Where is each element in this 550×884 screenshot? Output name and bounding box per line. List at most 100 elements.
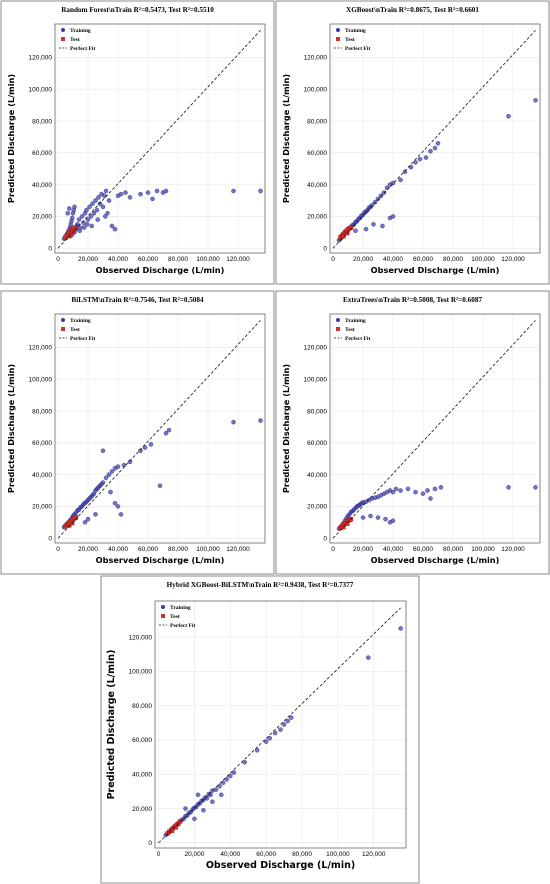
x-tick-label: 40,000 [383,256,403,263]
training-point [360,515,366,520]
training-point [79,214,85,219]
x-tick-label: 120,000 [501,256,525,263]
training-point [145,190,151,195]
training-point [138,448,143,454]
training-point [390,489,396,495]
training-point [402,169,408,175]
test-point [341,234,346,239]
training-point [163,431,169,436]
x-tick-label: 120,000 [362,851,386,858]
plot-area [54,313,266,544]
training-point [285,718,290,724]
legend: Training Test Perfect Fit [334,318,370,342]
chart-title: BiLSTM\nTrain R²=0.7546, Test R²=0.5084 [71,296,204,304]
panel-frame [100,575,420,884]
x-tick-label: 20,000 [353,546,373,553]
training-point [109,469,115,474]
training-point [425,488,430,493]
training-point [375,196,381,202]
training-point [219,792,224,798]
y-axis-label: Predicted Discharge (L/min) [281,74,291,203]
panel-frame [275,290,550,575]
chart-panel-5: Hybrid XGBoost-BiLSTM\nTrain R²=0.9438, … [100,575,420,884]
x-tick-label: 0 [56,546,60,553]
training-point [102,193,107,198]
training-point [127,459,133,465]
training-point [103,475,109,481]
training-point [217,784,222,789]
training-point [405,486,411,492]
training-point [121,462,127,468]
training-point [398,488,403,493]
legend-training-marker [336,28,340,32]
training-point [93,512,98,517]
perfect-fit-line [57,320,261,539]
panel-frame [275,0,550,285]
training-point [428,148,433,154]
training-point [77,228,83,233]
x-tick-label: 20,000 [78,546,98,553]
legend-perfect-fit-label: Perfect Fit [170,623,195,629]
panel-frame [0,290,275,575]
training-point [254,747,260,753]
training-point [82,520,88,525]
training-point [413,160,418,165]
legend-test-label: Test [70,37,80,43]
training-point [84,207,89,213]
legend-test-label: Test [170,614,180,620]
training-point [289,715,294,720]
training-point [390,518,396,523]
test-point [67,523,72,528]
x-tick-label: 120,000 [226,256,250,263]
training-point [112,226,118,232]
x-axis-label: Observed Discharge (L/min) [96,555,225,565]
x-tick-label: 80,000 [168,546,188,553]
legend-training-label: Training [70,318,91,324]
x-tick-label: 80,000 [443,546,463,553]
training-point [258,188,263,194]
training-point [231,188,236,194]
y-tick-label: 20,000 [32,214,52,221]
training-point [142,445,148,450]
x-tick-label: 100,000 [196,256,220,263]
training-point [435,141,441,146]
y-tick-label: 80,000 [307,408,327,415]
legend: Training Test Perfect Fit [334,28,370,52]
training-point [281,722,287,727]
training-point [103,214,108,219]
x-tick-label: 40,000 [383,546,403,553]
x-tick-label: 60,000 [256,851,276,858]
y-tick-label: 60,000 [132,737,152,744]
training-point [109,223,115,229]
training-point [378,193,384,198]
y-tick-label: 120,000 [304,55,328,62]
legend-training-marker [161,605,165,609]
training-point [85,516,91,522]
training-point [278,727,283,732]
training-point [100,204,106,210]
y-axis-label: Predicted Discharge (L/min) [6,74,16,203]
y-tick-label: 120,000 [129,634,153,641]
training-point [366,655,371,660]
plot-area [329,23,541,254]
training-point [420,491,426,496]
chart-panel-2: XGBoost\nTrain R²=0.8675, Test R²=0.6601… [275,0,550,285]
y-axis-label: Predicted Discharge (L/min) [281,364,291,493]
training-point [115,464,121,469]
training-point [363,226,369,232]
training-point [210,799,215,804]
training-point [375,515,381,520]
training-point [138,191,143,197]
y-tick-label: 40,000 [32,472,52,479]
legend-training-label: Training [345,318,366,324]
training-point [100,480,106,485]
y-tick-label: 80,000 [32,118,52,125]
y-tick-label: 20,000 [307,214,327,221]
y-tick-label: 100,000 [29,87,53,94]
training-point [201,808,206,813]
x-tick-label: 60,000 [413,546,433,553]
y-tick-label: 80,000 [32,408,52,415]
training-point [228,773,233,779]
y-tick-label: 40,000 [307,182,327,189]
training-point [166,427,172,433]
